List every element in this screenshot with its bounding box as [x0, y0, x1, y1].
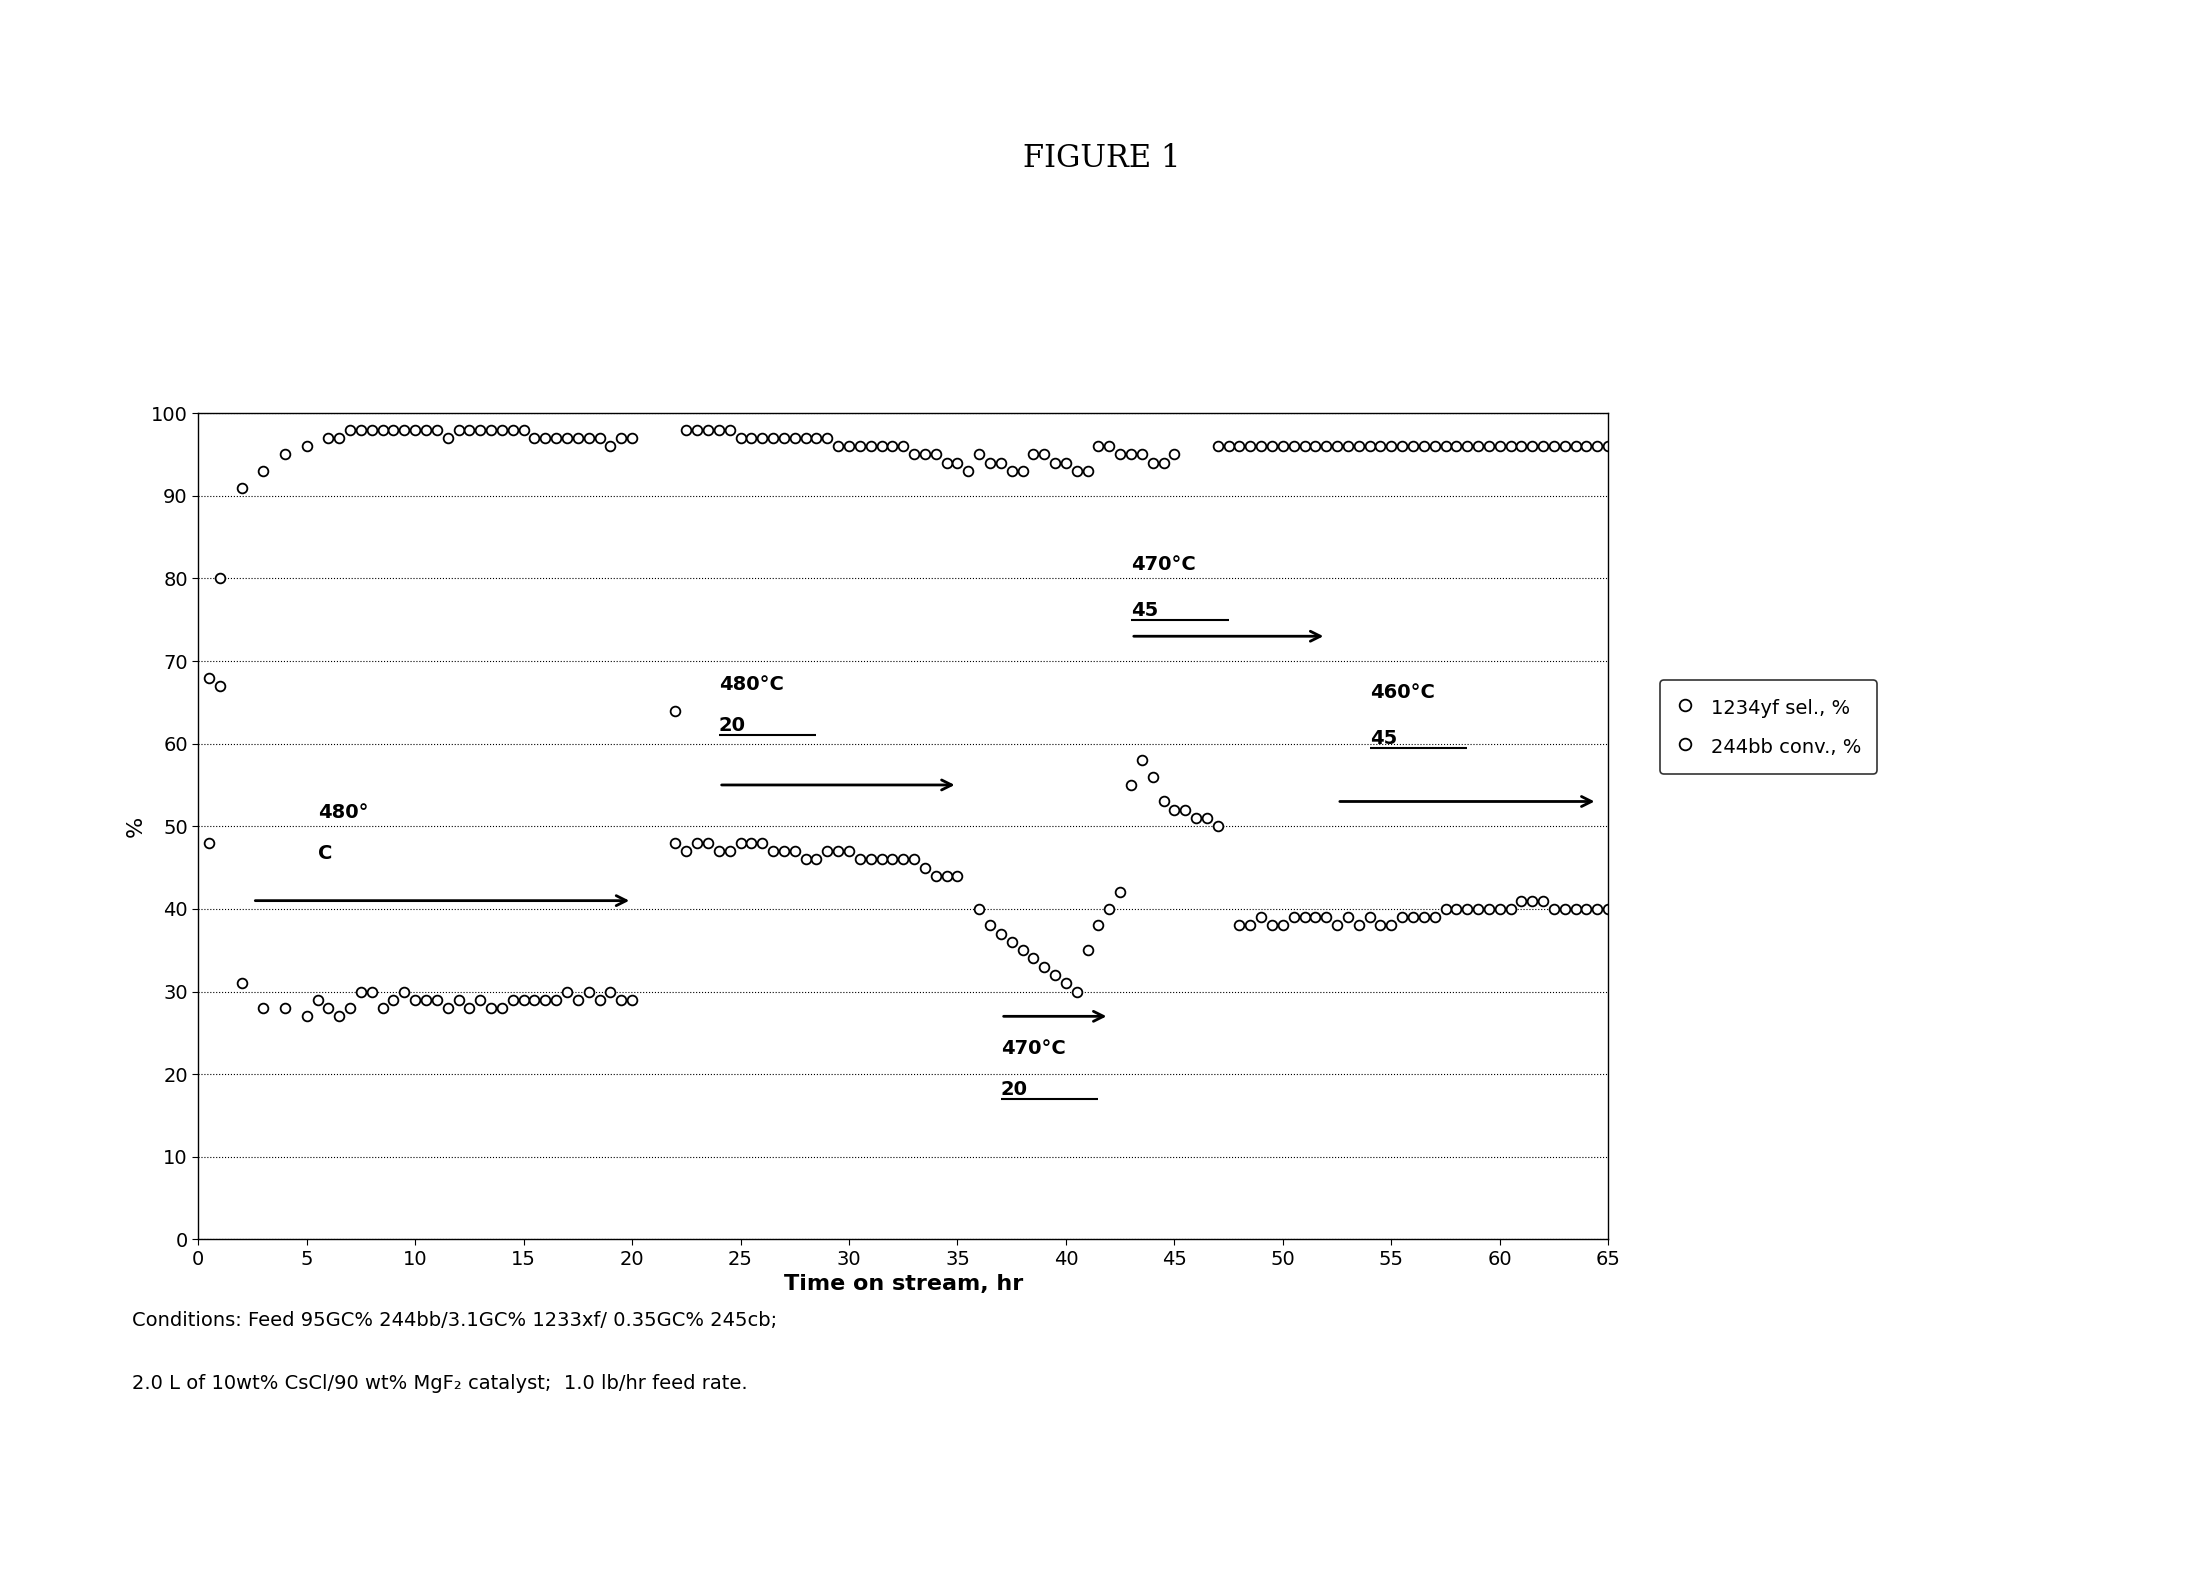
X-axis label: Time on stream, hr: Time on stream, hr — [784, 1274, 1022, 1295]
244bb conv., % — [293, 1007, 319, 1026]
Text: FIGURE 1: FIGURE 1 — [1022, 143, 1181, 175]
244bb conv., % — [846, 850, 872, 869]
Text: 2.0 L of 10wt% CsCl/90 wt% MgF₂ catalyst;  1.0 lb/hr feed rate.: 2.0 L of 10wt% CsCl/90 wt% MgF₂ catalyst… — [132, 1374, 747, 1394]
244bb conv., % — [1529, 891, 1555, 910]
1234yf sel., % — [705, 419, 731, 439]
244bb conv., % — [207, 569, 234, 588]
244bb conv., % — [564, 990, 590, 1009]
Line: 1234yf sel., %: 1234yf sel., % — [205, 424, 1613, 715]
Text: 480°: 480° — [317, 802, 368, 822]
Text: 460°C: 460°C — [1370, 683, 1434, 702]
1234yf sel., % — [1595, 437, 1621, 456]
Line: 244bb conv., %: 244bb conv., % — [205, 574, 1613, 1022]
Text: 20: 20 — [1000, 1081, 1029, 1100]
Text: C: C — [317, 844, 333, 863]
Text: 20: 20 — [718, 717, 747, 736]
1234yf sel., % — [1269, 437, 1295, 456]
Text: 480°C: 480°C — [718, 675, 784, 694]
244bb conv., % — [196, 833, 223, 852]
1234yf sel., % — [337, 419, 363, 439]
1234yf sel., % — [522, 429, 549, 448]
244bb conv., % — [1595, 899, 1621, 918]
1234yf sel., % — [663, 701, 690, 720]
Text: 470°C: 470°C — [1000, 1039, 1066, 1058]
1234yf sel., % — [1053, 453, 1079, 472]
244bb conv., % — [1117, 775, 1143, 794]
Y-axis label: %: % — [126, 815, 145, 837]
Text: Conditions: Feed 95GC% 244bb/3.1GC% 1233xf/ 0.35GC% 245cb;: Conditions: Feed 95GC% 244bb/3.1GC% 1233… — [132, 1311, 778, 1330]
Text: 45: 45 — [1130, 601, 1159, 620]
Text: 45: 45 — [1370, 729, 1397, 748]
244bb conv., % — [392, 982, 419, 1001]
Text: 470°C: 470°C — [1130, 555, 1196, 574]
244bb conv., % — [1183, 809, 1209, 828]
1234yf sel., % — [1432, 437, 1458, 456]
1234yf sel., % — [1368, 437, 1394, 456]
Legend: 1234yf sel., %, 244bb conv., %: 1234yf sel., %, 244bb conv., % — [1661, 680, 1877, 774]
1234yf sel., % — [196, 667, 223, 686]
